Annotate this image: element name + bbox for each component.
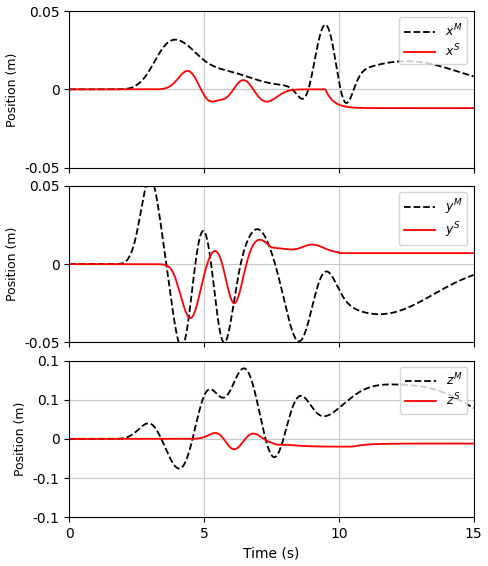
$x^M$: [323, 22, 328, 28]
$z^M$: [471, 405, 477, 411]
$x^M$: [236, 71, 242, 78]
$z^M$: [360, 387, 366, 393]
$x^S$: [184, 67, 190, 74]
$x^S$: [360, 105, 366, 112]
$x^S$: [471, 105, 477, 112]
$z^S$: [458, 440, 464, 447]
Legend: $x^M$, $x^S$: $x^M$, $x^S$: [399, 18, 468, 65]
$x^S$: [458, 105, 464, 112]
$y^S$: [257, 237, 263, 243]
$z^M$: [241, 365, 247, 372]
$x^S$: [66, 86, 72, 93]
$z^S$: [360, 441, 366, 448]
$z^S$: [471, 440, 477, 447]
$y^S$: [458, 250, 464, 256]
$z^S$: [438, 440, 444, 447]
$x^M$: [458, 69, 464, 76]
$z^S$: [240, 439, 245, 446]
$z^M$: [438, 388, 444, 395]
$z^M$: [259, 419, 264, 426]
$y^M$: [458, 276, 464, 283]
$x^M$: [240, 72, 245, 79]
$z^M$: [236, 368, 242, 375]
Legend: $y^M$, $y^S$: $y^M$, $y^S$: [399, 192, 468, 245]
Line: $x^M$: $x^M$: [69, 25, 474, 103]
$x^M$: [344, 100, 349, 106]
$y^M$: [240, 252, 245, 259]
$x^S$: [236, 79, 242, 85]
$y^S$: [66, 261, 72, 268]
$y^M$: [360, 308, 366, 315]
$x^S$: [438, 105, 444, 112]
$y^M$: [66, 261, 72, 268]
$z^M$: [66, 435, 72, 442]
$y^M$: [259, 228, 264, 235]
$y^S$: [236, 290, 242, 297]
$y^S$: [360, 250, 366, 256]
$z^S$: [212, 430, 218, 436]
$x^M$: [360, 68, 366, 75]
$y^M$: [471, 272, 477, 278]
Y-axis label: Position (m): Position (m): [5, 227, 19, 301]
$y^S$: [240, 277, 245, 284]
$z^M$: [240, 365, 245, 372]
Y-axis label: Position (m): Position (m): [14, 402, 27, 476]
$x^M$: [471, 73, 477, 80]
$y^M$: [237, 267, 243, 273]
X-axis label: Time (s): Time (s): [244, 546, 300, 560]
$x^M$: [66, 86, 72, 93]
Line: $y^S$: $y^S$: [69, 240, 474, 318]
$y^S$: [438, 250, 444, 256]
$x^M$: [259, 78, 264, 84]
$y^M$: [179, 344, 184, 350]
Line: $z^M$: $z^M$: [69, 368, 474, 469]
$z^S$: [231, 446, 237, 453]
$y^S$: [187, 315, 193, 321]
Line: $x^S$: $x^S$: [69, 71, 474, 108]
$x^S$: [240, 77, 245, 84]
$y^S$: [259, 237, 264, 243]
Legend: $z^M$, $z^S$: $z^M$, $z^S$: [400, 367, 468, 414]
$z^M$: [458, 398, 464, 405]
$x^S$: [259, 96, 264, 103]
$y^M$: [438, 286, 444, 293]
$z^M$: [176, 465, 182, 472]
$x^M$: [438, 63, 444, 70]
$z^S$: [66, 435, 72, 442]
$z^S$: [259, 434, 264, 441]
$y^S$: [471, 250, 477, 256]
$z^S$: [237, 443, 243, 449]
Line: $y^M$: $y^M$: [69, 178, 474, 347]
$y^M$: [147, 175, 153, 182]
Y-axis label: Position (m): Position (m): [5, 52, 19, 127]
Line: $z^S$: $z^S$: [69, 433, 474, 449]
